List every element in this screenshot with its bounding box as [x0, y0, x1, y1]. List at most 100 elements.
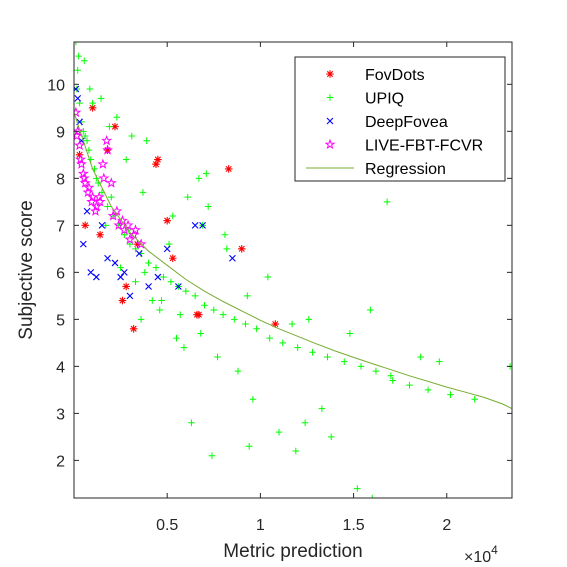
legend-label: FovDots — [365, 67, 425, 84]
data-point — [156, 306, 164, 314]
series-regression — [74, 112, 512, 410]
legend-item-upiq: UPIQ — [326, 91, 404, 108]
y-tick-label: 2 — [56, 453, 65, 470]
data-point — [288, 320, 296, 328]
data-point — [96, 230, 104, 239]
data-point — [436, 358, 443, 365]
data-point — [129, 324, 138, 333]
data-point — [244, 292, 251, 300]
data-point — [122, 156, 130, 163]
data-point — [195, 175, 203, 182]
data-point — [74, 106, 82, 118]
y-tick-label: 6 — [56, 265, 65, 282]
y-tick-label: 8 — [56, 171, 65, 188]
data-point — [113, 113, 121, 121]
data-point — [117, 264, 124, 271]
data-point — [309, 348, 316, 356]
data-point — [124, 233, 136, 245]
legend-label: DeepFovea — [365, 114, 448, 131]
data-point — [253, 325, 260, 333]
data-point — [327, 433, 335, 441]
data-point — [242, 320, 249, 328]
x-tick-label: 1.5 — [342, 517, 364, 534]
series-deepfovea — [74, 85, 236, 300]
data-point — [74, 85, 80, 93]
data-point — [387, 372, 395, 380]
data-point — [389, 377, 397, 384]
data-point — [271, 320, 280, 328]
data-point — [158, 297, 165, 304]
data-point — [143, 137, 150, 145]
y-tick-label: 7 — [56, 218, 65, 235]
data-point — [195, 310, 203, 319]
data-point — [294, 344, 301, 351]
data-point — [83, 137, 91, 145]
data-point — [75, 52, 82, 60]
regression-line — [74, 112, 512, 410]
data-point — [447, 391, 454, 398]
data-point — [180, 344, 188, 351]
legend-item-fovdots: FovDots — [326, 67, 425, 84]
data-point — [372, 367, 380, 375]
data-point — [74, 130, 83, 141]
legend-label: Regression — [365, 161, 446, 178]
data-point — [89, 99, 96, 107]
data-point — [117, 273, 124, 281]
data-point — [113, 219, 125, 231]
data-point — [87, 156, 95, 163]
data-point — [210, 306, 218, 314]
data-point — [139, 189, 147, 196]
data-point — [133, 240, 142, 248]
data-point — [229, 254, 236, 262]
data-point — [367, 306, 374, 314]
axes-box — [73, 41, 513, 499]
series-live-fbt-fcvr — [74, 106, 147, 249]
data-point — [135, 238, 147, 249]
data-point — [152, 264, 160, 271]
data-point — [188, 419, 195, 427]
data-point — [219, 311, 227, 318]
y-tick-label: 10 — [47, 77, 65, 94]
data-point — [92, 273, 100, 281]
data-point — [98, 172, 110, 184]
legend-marker — [326, 70, 334, 78]
data-point — [163, 245, 171, 253]
y-tick-label: 4 — [56, 359, 65, 376]
data-point — [145, 283, 152, 290]
data-point — [424, 386, 432, 394]
legend-label: UPIQ — [365, 91, 404, 108]
data-point — [201, 301, 208, 309]
data-point — [80, 57, 88, 65]
legend-item-live-fbt-fcvr: LIVE-FBT-FCVR — [324, 138, 483, 155]
data-point — [97, 158, 109, 169]
data-point — [102, 222, 109, 229]
data-point — [137, 316, 145, 323]
data-point — [74, 85, 81, 93]
data-point — [74, 139, 86, 151]
data-point — [301, 419, 309, 427]
data-point — [111, 122, 119, 131]
x-axis-label: Metric prediction — [223, 541, 362, 562]
data-point — [182, 287, 190, 295]
x-exponent-label: ×104 — [464, 543, 498, 566]
data-point — [346, 330, 354, 337]
data-point — [86, 196, 98, 207]
data-point — [118, 296, 127, 305]
legend-label: LIVE-FBT-FCVR — [365, 138, 483, 155]
data-point — [93, 191, 105, 202]
data-point — [184, 193, 191, 201]
data-point — [78, 172, 90, 184]
axis-ticks: 0.5 1 1.5 2 2 3 4 5 6 7 8 9 10 — [47, 42, 512, 534]
data-point — [305, 316, 313, 323]
data-point — [275, 428, 283, 436]
data-point — [234, 367, 242, 375]
data-point — [105, 177, 117, 188]
data-point — [128, 132, 136, 140]
data-point — [121, 231, 128, 239]
data-point — [88, 104, 97, 112]
y-tick-label: 3 — [56, 406, 65, 423]
data-point — [383, 198, 391, 206]
data-point — [80, 128, 87, 135]
data-point — [221, 231, 229, 239]
series-upiq — [74, 42, 512, 498]
